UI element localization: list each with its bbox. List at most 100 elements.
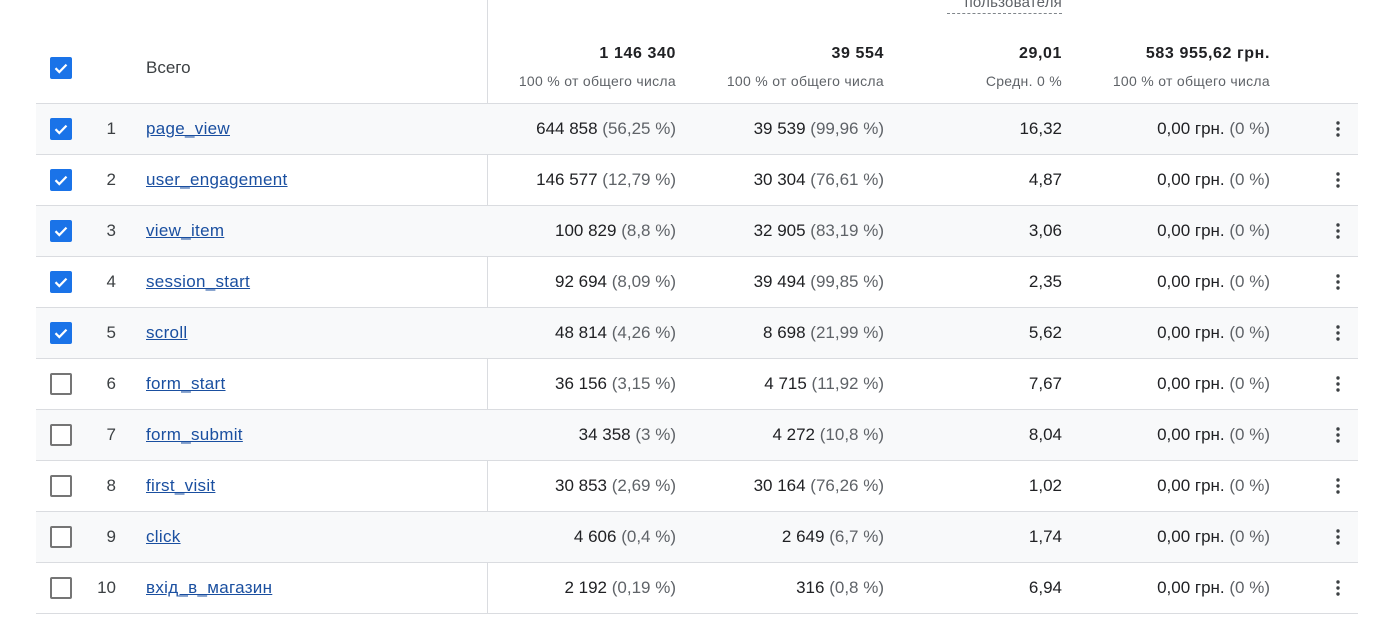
- row-menu-button[interactable]: [1328, 270, 1348, 294]
- row-checkbox[interactable]: [50, 271, 72, 293]
- revenue-cell: 0,00 грн. (0 %): [1076, 104, 1270, 154]
- header-events-per-user: 29,01 Средн. 0 %: [906, 44, 1062, 89]
- row-checkbox[interactable]: [50, 169, 72, 191]
- header-total-value: 29,01: [1018, 45, 1062, 62]
- events-per-user-cell: 6,94: [906, 563, 1062, 613]
- row-checkbox[interactable]: [50, 526, 72, 548]
- row-checkbox[interactable]: [50, 475, 72, 497]
- event-count-cell: 4 606 (0,4 %): [488, 512, 676, 562]
- header-total-sub: Средн. 0 %: [985, 73, 1062, 89]
- users-percent: (21,99 %): [810, 323, 884, 342]
- row-menu-button[interactable]: [1328, 321, 1348, 345]
- row-index: 5: [106, 323, 116, 342]
- event-count-value: 644 858: [536, 119, 598, 138]
- event-name-link[interactable]: form_submit: [146, 425, 243, 444]
- more-vert-icon: [1336, 172, 1340, 188]
- event-name-link[interactable]: form_start: [146, 374, 226, 393]
- event-name-link[interactable]: scroll: [146, 323, 188, 342]
- more-vert-icon: [1336, 223, 1340, 239]
- revenue-percent: (0 %): [1229, 323, 1270, 342]
- event-count-cell: 34 358 (3 %): [488, 410, 676, 460]
- row-checkbox[interactable]: [50, 424, 72, 446]
- row-checkbox-wrap: [50, 526, 72, 553]
- event-name-link[interactable]: page_view: [146, 119, 230, 138]
- checkmark-icon: [54, 226, 68, 237]
- row-checkbox[interactable]: [50, 118, 72, 140]
- checkmark-icon: [54, 124, 68, 135]
- users-percent: (11,92 %): [811, 374, 884, 393]
- users-value: 30 304: [753, 170, 806, 189]
- events-per-user-cell: 4,87: [906, 155, 1062, 205]
- event-count-cell: 30 853 (2,69 %): [488, 461, 676, 511]
- checkmark-icon: [54, 328, 68, 339]
- revenue-value: 0,00 грн.: [1157, 272, 1225, 291]
- table-row: 3 view_item 100 829 (8,8 %) 32 905 (83,1…: [36, 206, 1358, 257]
- users-cell: 4 715 (11,92 %): [696, 359, 884, 409]
- users-value: 39 539: [753, 119, 806, 138]
- users-cell: 32 905 (83,19 %): [696, 206, 884, 256]
- checkmark-icon: [54, 277, 68, 288]
- row-menu-button[interactable]: [1328, 372, 1348, 396]
- row-menu-button[interactable]: [1328, 219, 1348, 243]
- row-menu-button[interactable]: [1328, 525, 1348, 549]
- row-checkbox-wrap: [50, 322, 72, 346]
- event-count-percent: (2,69 %): [611, 476, 676, 495]
- event-name-link[interactable]: вхід_в_магазин: [146, 578, 273, 597]
- row-menu-button[interactable]: [1328, 423, 1348, 447]
- users-value: 4 272: [772, 425, 816, 444]
- event-name-link[interactable]: user_engagement: [146, 170, 288, 189]
- event-name-link[interactable]: view_item: [146, 221, 225, 240]
- row-checkbox-wrap: [50, 577, 72, 604]
- header-total-sub: 100 % от общего числа: [1112, 73, 1270, 89]
- event-name-link[interactable]: click: [146, 527, 181, 546]
- events-table: пользователя Всего 1 146 340 100 % от об…: [36, 0, 1358, 635]
- checkmark-icon: [54, 63, 68, 74]
- row-checkbox[interactable]: [50, 220, 72, 242]
- event-count-cell: 48 814 (4,26 %): [488, 308, 676, 358]
- select-all-checkbox[interactable]: [50, 57, 72, 79]
- table-row: 4 session_start 92 694 (8,09 %) 39 494 (…: [36, 257, 1358, 308]
- events-per-user-cell: 8,04: [906, 410, 1062, 460]
- table-row: 2 user_engagement 146 577 (12,79 %) 30 3…: [36, 155, 1358, 206]
- event-count-percent: (12,79 %): [602, 170, 676, 189]
- event-count-value: 4 606: [573, 527, 617, 546]
- header-total-revenue: 583 955,62 грн. 100 % от общего числа: [1076, 44, 1270, 89]
- header-total-sub: 100 % от общего числа: [518, 73, 676, 89]
- table-row: 1 page_view 644 858 (56,25 %) 39 539 (99…: [36, 104, 1358, 155]
- row-menu-button[interactable]: [1328, 117, 1348, 141]
- revenue-value: 0,00 грн.: [1157, 425, 1225, 444]
- events-per-user-cell: 16,32: [906, 104, 1062, 154]
- events-per-user-cell: 7,67: [906, 359, 1062, 409]
- row-checkbox-wrap: [50, 373, 72, 400]
- users-value: 32 905: [753, 221, 806, 240]
- row-menu-button[interactable]: [1328, 474, 1348, 498]
- row-menu-button[interactable]: [1328, 168, 1348, 192]
- event-count-cell: 644 858 (56,25 %): [488, 104, 676, 154]
- event-count-value: 92 694: [555, 272, 608, 291]
- event-count-value: 2 192: [564, 578, 608, 597]
- event-name-link[interactable]: first_visit: [146, 476, 216, 495]
- events-per-user-cell: 2,35: [906, 257, 1062, 307]
- row-checkbox[interactable]: [50, 322, 72, 344]
- table-row: 9 click 4 606 (0,4 %) 2 649 (6,7 %) 1,74…: [36, 512, 1358, 563]
- event-count-value: 34 358: [578, 425, 631, 444]
- event-count-percent: (0,19 %): [611, 578, 676, 597]
- column-header-users-label[interactable]: пользователя: [947, 0, 1062, 14]
- row-checkbox[interactable]: [50, 373, 72, 395]
- row-checkbox[interactable]: [50, 577, 72, 599]
- more-vert-icon: [1336, 478, 1340, 494]
- table-row: 6 form_start 36 156 (3,15 %) 4 715 (11,9…: [36, 359, 1358, 410]
- users-cell: 4 272 (10,8 %): [696, 410, 884, 460]
- events-per-user-value: 16,32: [1019, 119, 1062, 138]
- revenue-value: 0,00 грн.: [1157, 578, 1225, 597]
- users-cell: 39 539 (99,96 %): [696, 104, 884, 154]
- users-value: 4 715: [764, 374, 807, 393]
- row-index: 6: [106, 374, 116, 393]
- revenue-cell: 0,00 грн. (0 %): [1076, 410, 1270, 460]
- users-value: 8 698: [763, 323, 806, 342]
- event-name-link[interactable]: session_start: [146, 272, 251, 291]
- row-menu-button[interactable]: [1328, 576, 1348, 600]
- revenue-cell: 0,00 грн. (0 %): [1076, 155, 1270, 205]
- revenue-cell: 0,00 грн. (0 %): [1076, 512, 1270, 562]
- event-count-percent: (8,8 %): [621, 221, 676, 240]
